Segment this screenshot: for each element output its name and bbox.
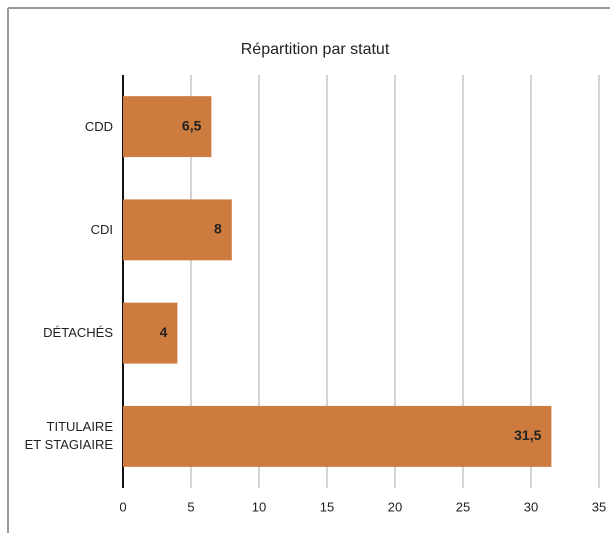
x-tick-label: 20 <box>388 499 402 514</box>
bar <box>123 199 232 261</box>
data-label: 8 <box>214 221 222 237</box>
x-tick-label: 15 <box>320 499 334 514</box>
x-tick-label: 0 <box>119 499 126 514</box>
x-tick-label: 10 <box>252 499 266 514</box>
x-tick-label: 30 <box>524 499 538 514</box>
bar <box>123 96 212 158</box>
data-label: 31,5 <box>514 427 541 443</box>
y-tick-label: CDI <box>90 221 113 237</box>
y-tick-label: TITULAIRE ET STAGIAIRE <box>24 419 113 453</box>
bar <box>123 302 178 364</box>
data-label: 6,5 <box>182 117 202 133</box>
bar <box>123 405 552 467</box>
y-tick-label: DÉTACHÉS <box>43 325 113 341</box>
chart-title: Répartition par statut <box>241 41 390 58</box>
x-tick-label: 35 <box>592 499 606 514</box>
x-tick-label: 5 <box>187 499 194 514</box>
data-label: 4 <box>160 324 168 340</box>
x-tick-label: 25 <box>456 499 470 514</box>
y-tick-label: CDD <box>84 118 113 134</box>
